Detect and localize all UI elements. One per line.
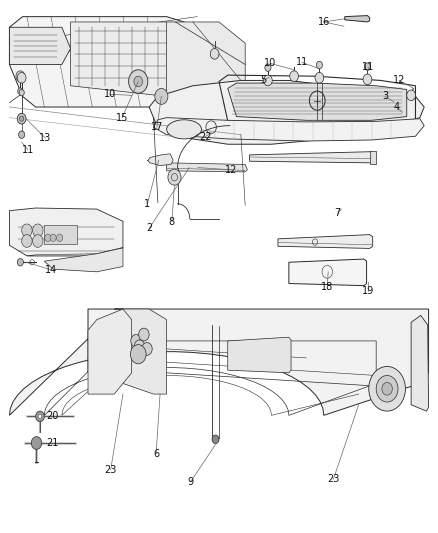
Circle shape [315,72,324,83]
Circle shape [35,411,44,422]
Text: 7: 7 [335,208,341,219]
Text: 12: 12 [225,165,237,175]
Polygon shape [370,151,376,165]
Circle shape [212,435,219,443]
Polygon shape [167,120,201,139]
Polygon shape [278,235,373,248]
Text: 15: 15 [116,112,128,123]
Polygon shape [411,316,428,411]
Polygon shape [88,309,132,394]
Circle shape [19,116,24,122]
Polygon shape [289,259,367,286]
Polygon shape [71,22,175,96]
Polygon shape [10,309,428,415]
Text: 5: 5 [261,76,267,85]
Circle shape [265,64,271,71]
Circle shape [17,114,26,124]
Circle shape [168,169,181,185]
Text: 23: 23 [327,474,339,484]
Text: 9: 9 [187,477,194,487]
Circle shape [18,88,23,94]
Text: 17: 17 [151,122,163,132]
Text: 11: 11 [21,144,34,155]
Circle shape [364,63,371,70]
Polygon shape [44,225,77,244]
Polygon shape [166,22,245,107]
Circle shape [45,234,51,241]
Circle shape [38,414,42,418]
Polygon shape [27,247,123,256]
Circle shape [316,61,322,69]
Text: 11: 11 [296,58,308,67]
Circle shape [19,90,24,96]
Circle shape [50,234,56,241]
Polygon shape [10,27,71,64]
Text: 1: 1 [145,199,151,209]
Circle shape [376,375,398,402]
Circle shape [131,345,146,364]
Circle shape [31,437,42,449]
Polygon shape [250,152,375,163]
Text: 13: 13 [39,133,51,143]
Circle shape [363,74,372,85]
Circle shape [21,224,32,237]
Circle shape [290,71,298,82]
Text: 19: 19 [362,286,374,296]
Text: 21: 21 [46,438,58,448]
Circle shape [21,235,32,247]
Text: 22: 22 [199,132,211,142]
Circle shape [134,76,143,87]
Polygon shape [114,309,166,394]
Polygon shape [148,154,173,165]
Text: 23: 23 [105,465,117,474]
Circle shape [57,234,63,241]
Text: 18: 18 [321,282,333,292]
Text: 8: 8 [169,217,175,227]
Circle shape [139,328,149,341]
Text: 4: 4 [394,102,400,112]
Circle shape [382,382,392,395]
Circle shape [155,88,168,104]
Circle shape [407,90,416,101]
Polygon shape [345,15,370,22]
Polygon shape [149,80,424,144]
Circle shape [142,343,152,356]
Text: 3: 3 [382,91,388,101]
Circle shape [210,49,219,59]
Circle shape [264,75,272,86]
Circle shape [17,259,23,266]
Circle shape [129,70,148,93]
Polygon shape [228,337,291,373]
Polygon shape [166,163,247,172]
Text: 12: 12 [393,76,405,85]
Text: 20: 20 [46,411,58,422]
Circle shape [17,72,26,83]
Text: 10: 10 [104,89,116,99]
Circle shape [32,235,43,247]
Circle shape [369,367,406,411]
Polygon shape [228,83,407,120]
Text: 10: 10 [265,59,277,68]
Polygon shape [44,248,123,272]
Polygon shape [10,17,241,107]
Circle shape [131,335,141,348]
Circle shape [134,340,145,353]
Circle shape [16,71,25,82]
Text: 14: 14 [45,265,57,274]
Text: 6: 6 [153,449,159,458]
Circle shape [32,224,43,237]
Circle shape [18,131,25,139]
Text: 16: 16 [318,17,330,27]
Polygon shape [10,208,123,256]
Text: 11: 11 [362,62,374,72]
Polygon shape [153,118,424,141]
Text: 2: 2 [146,223,152,233]
